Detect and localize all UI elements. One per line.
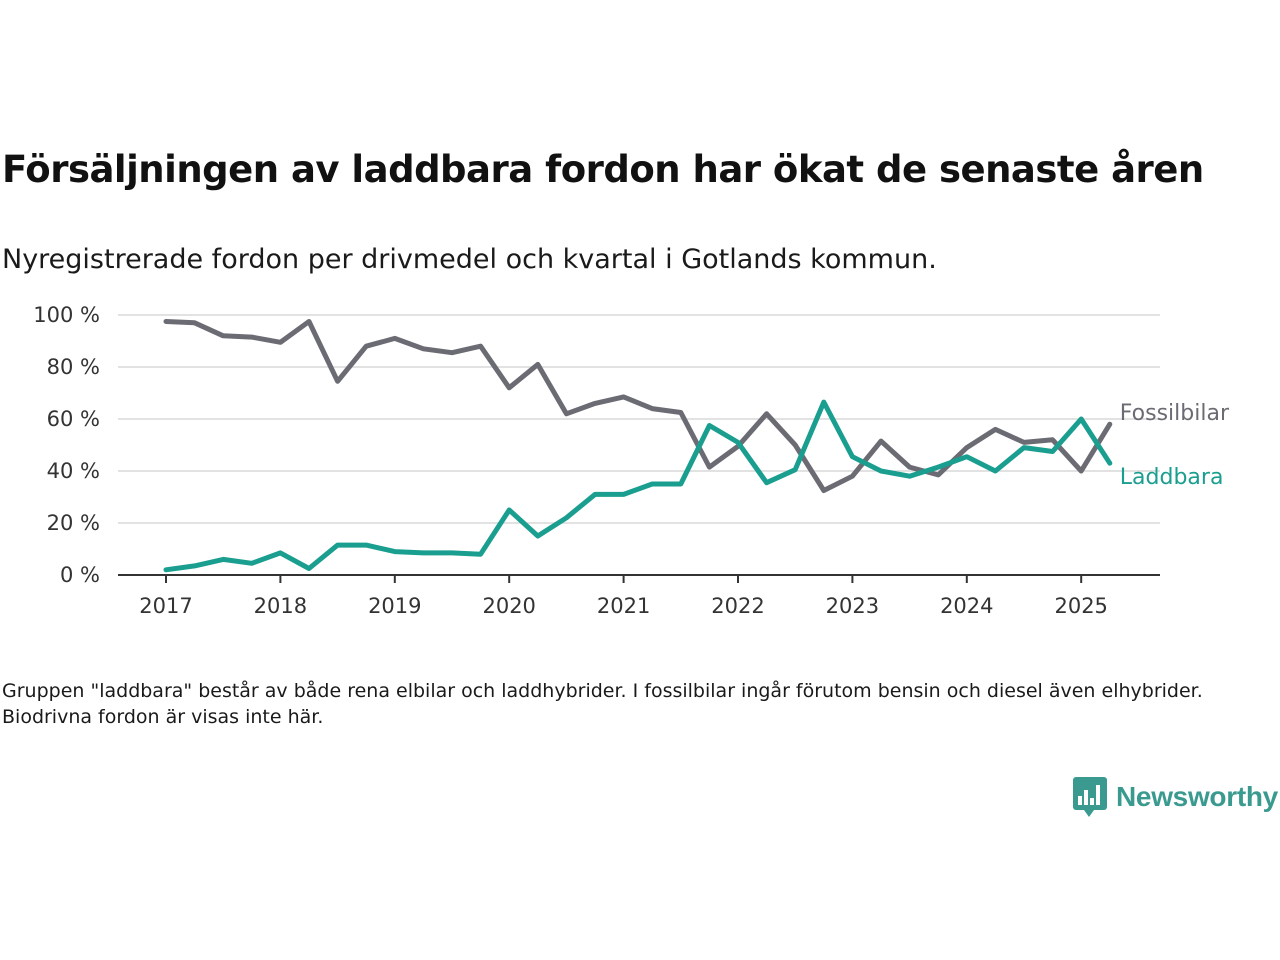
y-tick-label: 100 % xyxy=(33,303,100,327)
series-label-laddbara: Laddbara xyxy=(1120,465,1224,490)
footnote: Gruppen "laddbara" består av både rena e… xyxy=(2,680,1203,728)
x-tick-label: 2017 xyxy=(139,594,192,618)
x-tick-label: 2022 xyxy=(711,594,764,618)
line-chart: 0 % 20 % 40 % 60 % 80 % 100 % 2017 2018 2019 202… xyxy=(33,303,1230,618)
x-axis-ticks: 2017 2018 2019 2020 2021 2022 2023 2024 2025 xyxy=(139,575,1108,618)
newsworthy-chart-bubble-icon xyxy=(1073,777,1107,817)
y-axis-ticks: 0 % 20 % 40 % 60 % 80 % 100 % xyxy=(33,303,100,587)
gridlines xyxy=(118,314,1160,576)
x-tick-label: 2021 xyxy=(597,594,650,618)
x-tick-label: 2025 xyxy=(1054,594,1107,618)
y-tick-label: 0 % xyxy=(60,563,100,587)
series-labels: Fossilbilar Laddbara xyxy=(1120,401,1230,490)
series-line-laddbara xyxy=(163,399,1113,573)
chart-subtitle: Nyregistrerade fordon per drivmedel och … xyxy=(2,244,937,275)
x-tick-label: 2019 xyxy=(368,594,421,618)
y-tick-label: 80 % xyxy=(47,355,100,379)
x-tick-label: 2018 xyxy=(254,594,307,618)
y-tick-label: 60 % xyxy=(47,407,100,431)
x-tick-label: 2024 xyxy=(940,594,993,618)
x-tick-label: 2023 xyxy=(826,594,879,618)
y-tick-label: 20 % xyxy=(47,511,100,535)
series-lines xyxy=(163,319,1113,573)
series-line-fossilbilar xyxy=(163,319,1113,493)
chart-title: Försäljningen av laddbara fordon har öka… xyxy=(2,148,1204,191)
y-tick-label: 40 % xyxy=(47,459,100,483)
newsworthy-logo[interactable]: Newsworthy xyxy=(1072,776,1278,818)
x-tick-label: 2020 xyxy=(482,594,535,618)
newsworthy-logo-text: Newsworthy xyxy=(1116,781,1278,812)
series-label-fossilbilar: Fossilbilar xyxy=(1120,401,1230,426)
